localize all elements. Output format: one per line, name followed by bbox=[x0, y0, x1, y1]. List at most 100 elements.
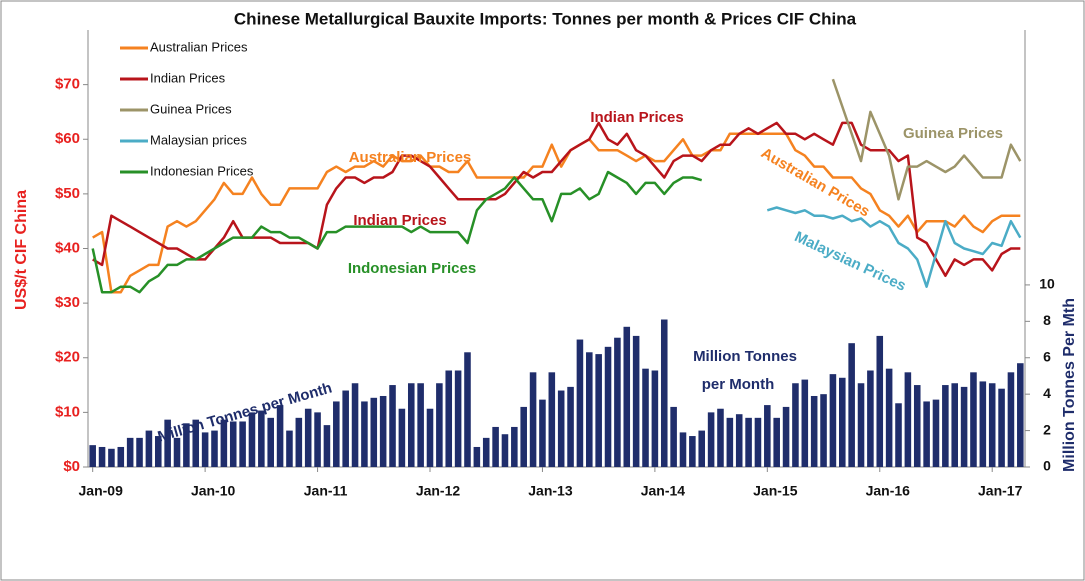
bar bbox=[379, 395, 387, 467]
bar bbox=[923, 401, 930, 467]
legend-label: Malaysian prices bbox=[150, 132, 247, 147]
bar bbox=[885, 368, 893, 467]
bar bbox=[304, 408, 312, 467]
bar bbox=[398, 408, 406, 467]
bar bbox=[614, 337, 621, 467]
y2-tick-label: 2 bbox=[1043, 421, 1051, 437]
bar bbox=[201, 432, 209, 467]
bar bbox=[754, 417, 762, 467]
annotation: Guinea Prices bbox=[903, 125, 1003, 142]
bar bbox=[698, 430, 706, 467]
bar bbox=[407, 383, 415, 467]
annotation: Indonesian Prices bbox=[348, 260, 476, 277]
x-tick-label: Jan-17 bbox=[978, 483, 1023, 499]
bar bbox=[426, 408, 434, 467]
bar bbox=[942, 385, 949, 467]
annotation: Indian Prices bbox=[590, 109, 683, 126]
bar bbox=[810, 395, 818, 467]
y2-tick-label: 8 bbox=[1043, 312, 1051, 328]
bar bbox=[295, 417, 303, 467]
bar bbox=[904, 372, 912, 467]
y-tick-label: $0 bbox=[63, 458, 80, 475]
bar bbox=[333, 401, 340, 467]
bar bbox=[417, 383, 424, 467]
bar bbox=[220, 419, 228, 467]
bar bbox=[932, 399, 940, 467]
bar bbox=[361, 401, 368, 467]
bar bbox=[764, 405, 771, 467]
bar bbox=[1017, 363, 1024, 467]
bar bbox=[651, 370, 659, 467]
bar bbox=[707, 412, 715, 467]
bar bbox=[848, 343, 855, 467]
bar bbox=[511, 426, 518, 467]
bar bbox=[951, 383, 959, 467]
y-tick-label: $70 bbox=[55, 76, 80, 93]
chart-title: Chinese Metallurgical Bauxite Imports: T… bbox=[234, 9, 857, 28]
x-tick-label: Jan-16 bbox=[866, 483, 911, 499]
bar bbox=[323, 425, 331, 467]
line bbox=[766, 206, 1022, 288]
bar bbox=[482, 437, 490, 467]
bar bbox=[660, 319, 668, 467]
bar bbox=[876, 335, 884, 467]
bar bbox=[501, 434, 509, 467]
bar bbox=[229, 421, 237, 467]
bar bbox=[239, 421, 246, 467]
bar bbox=[258, 410, 265, 467]
bar bbox=[454, 370, 462, 467]
bar bbox=[820, 394, 827, 467]
bar bbox=[548, 372, 556, 467]
bar bbox=[1007, 372, 1015, 467]
legend-label: Australian Prices bbox=[150, 39, 248, 54]
bar bbox=[979, 381, 987, 467]
y2-tick-label: 6 bbox=[1043, 348, 1051, 364]
bar bbox=[464, 352, 471, 467]
annotation: Australian Prices bbox=[349, 149, 472, 166]
bar bbox=[970, 372, 977, 467]
x-tick-label: Jan-09 bbox=[79, 483, 124, 499]
bar bbox=[998, 388, 1005, 467]
y-tick-label: $20 bbox=[55, 349, 80, 366]
bar bbox=[913, 385, 921, 467]
bar bbox=[529, 372, 537, 467]
bar bbox=[576, 339, 584, 467]
bar bbox=[735, 414, 743, 467]
bar bbox=[557, 390, 565, 467]
bar bbox=[895, 403, 902, 467]
y-tick-label: $50 bbox=[55, 185, 80, 202]
bar bbox=[782, 406, 790, 467]
bar bbox=[389, 385, 396, 467]
bar bbox=[726, 417, 734, 467]
bar bbox=[520, 406, 527, 467]
x-tick-label: Jan-15 bbox=[753, 483, 798, 499]
bar bbox=[314, 412, 321, 467]
bar bbox=[136, 437, 143, 467]
x-tick-label: Jan-14 bbox=[641, 483, 686, 499]
bar bbox=[632, 335, 640, 467]
bar bbox=[154, 436, 162, 467]
bar bbox=[286, 430, 293, 467]
bar bbox=[857, 383, 865, 467]
y-tick-label: $30 bbox=[55, 294, 80, 311]
bar bbox=[126, 437, 134, 467]
bar bbox=[829, 374, 837, 467]
bar bbox=[145, 430, 153, 467]
bar bbox=[276, 405, 284, 467]
bar bbox=[689, 436, 696, 467]
x-tick-label: Jan-10 bbox=[191, 483, 236, 499]
bar bbox=[211, 430, 218, 467]
bar bbox=[567, 386, 574, 467]
bar bbox=[183, 423, 190, 467]
bar bbox=[473, 446, 481, 467]
bar bbox=[370, 397, 378, 467]
bar bbox=[117, 446, 125, 467]
bar bbox=[586, 352, 593, 467]
y2-tick-label: 10 bbox=[1039, 276, 1055, 292]
line bbox=[91, 170, 703, 294]
bar bbox=[445, 370, 453, 467]
bar bbox=[539, 399, 546, 467]
bar bbox=[642, 368, 649, 467]
y-tick-label: $40 bbox=[55, 239, 80, 256]
